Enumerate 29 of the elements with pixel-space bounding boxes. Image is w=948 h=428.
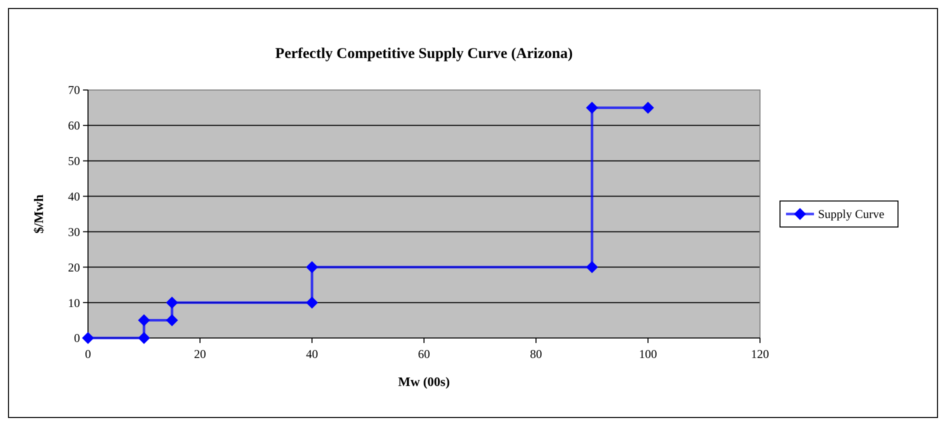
x-tick-label: 120 <box>751 347 769 361</box>
legend-label: Supply Curve <box>818 207 884 222</box>
x-axis-title: Mw (00s) <box>398 374 450 389</box>
y-tick-label: 20 <box>68 260 80 274</box>
y-tick-label: 40 <box>68 189 80 204</box>
point <box>586 102 598 114</box>
point <box>586 261 598 274</box>
x-tick-label: 100 <box>639 347 657 361</box>
x-tick-label: 0 <box>85 347 91 361</box>
point <box>642 102 654 114</box>
y-tick-label: 60 <box>68 118 80 133</box>
y-tick-label: 70 <box>68 83 80 98</box>
point <box>306 261 318 274</box>
point <box>82 332 94 344</box>
point <box>166 314 178 326</box>
y-tick-label: 0 <box>74 331 80 346</box>
y-axis-title: $/Mwh <box>31 194 46 234</box>
y-tick-label: 30 <box>68 224 80 239</box>
x-tick-label: 80 <box>530 347 542 361</box>
point <box>306 296 318 309</box>
point <box>166 296 178 309</box>
x-tick-label: 20 <box>194 347 206 361</box>
chart-title: Perfectly Competitive Supply Curve (Arizona) <box>275 46 573 62</box>
point <box>138 332 150 344</box>
y-tick-label: 10 <box>68 296 80 310</box>
y-tick-label: 50 <box>68 154 80 168</box>
x-tick-label: 40 <box>306 347 318 361</box>
point <box>138 314 150 326</box>
x-tick-label: 60 <box>418 347 430 361</box>
